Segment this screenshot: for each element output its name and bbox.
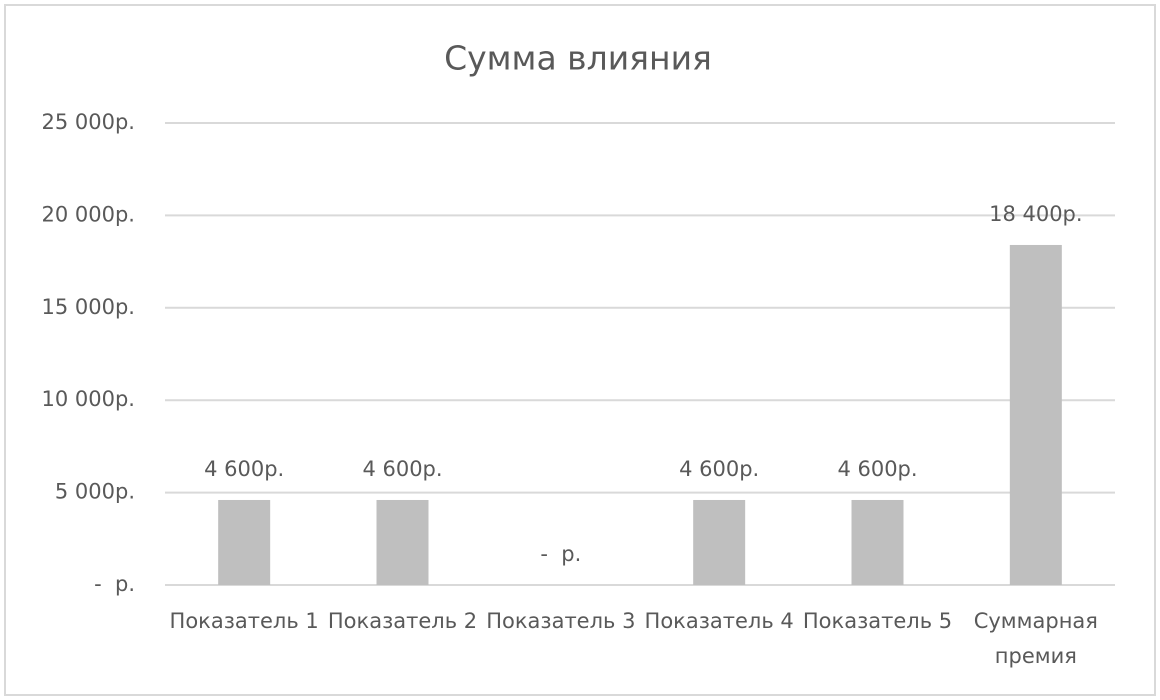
y-tick-label: 10 000р. <box>42 387 136 411</box>
bar <box>851 499 904 585</box>
bar <box>218 499 271 585</box>
chart-title: Сумма влияния <box>444 39 712 78</box>
y-tick-label: - р. <box>94 572 135 596</box>
x-tick-label: Суммарная премия <box>973 609 1098 668</box>
value-label: 4 600р. <box>679 457 759 481</box>
x-tick-label: Показатель 2 <box>327 609 478 633</box>
y-tick-label: 20 000р. <box>42 202 136 226</box>
value-label: - р. <box>540 542 581 566</box>
bar <box>1009 244 1062 585</box>
y-tick-label: 5 000р. <box>55 480 135 504</box>
value-label: 18 400р. <box>989 202 1083 226</box>
bar <box>376 499 429 585</box>
y-tick-label: 15 000р. <box>42 295 136 319</box>
value-label: 4 600р. <box>837 457 917 481</box>
value-label: 4 600р. <box>362 457 442 481</box>
chart-border <box>4 4 1156 696</box>
value-label: 4 600р. <box>204 457 284 481</box>
x-tick-label: Показатель 3 <box>486 609 636 633</box>
x-tick-label: Показатель 5 <box>802 609 953 633</box>
x-tick-label: Показатель 4 <box>644 609 794 633</box>
bar <box>693 499 746 585</box>
x-tick-label: Показатель 1 <box>169 609 319 633</box>
y-tick-label: 25 000р. <box>42 110 136 134</box>
